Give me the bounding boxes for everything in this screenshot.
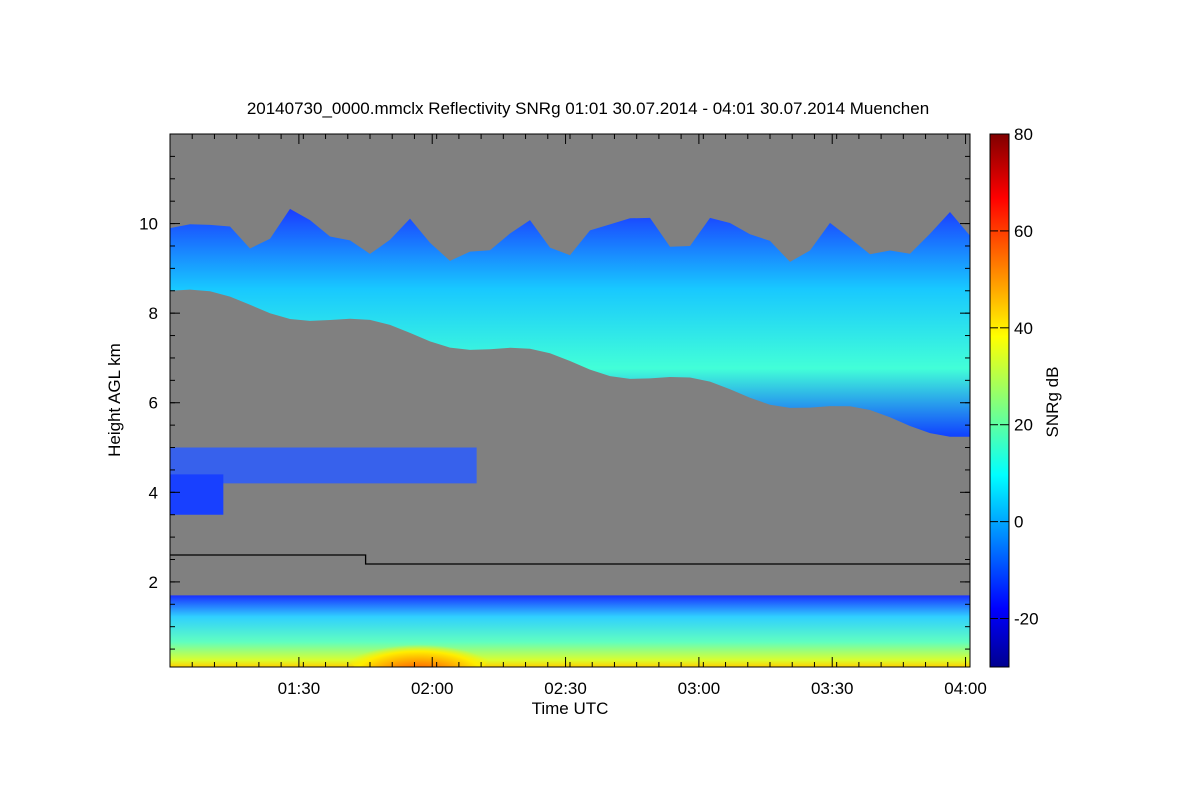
boundary-line	[170, 554, 970, 565]
x-tick-label: 03:00	[678, 679, 721, 698]
colorbar-tick-label: 40	[1014, 319, 1033, 338]
colorbar-label: SNRg dB	[1043, 367, 1062, 438]
x-tick-label: 03:30	[811, 679, 854, 698]
x-tick-label: 02:30	[544, 679, 587, 698]
colorbar-tick-label: 60	[1014, 222, 1033, 241]
y-tick-label: 4	[149, 483, 158, 502]
x-axis: 01:30 02:00 02:30 03:00 03:30 04:00	[169, 134, 987, 698]
y-axis: 2 4 6 8 10	[139, 155, 970, 650]
x-tick-label: 01:30	[278, 679, 321, 698]
upper-cloud-layer	[170, 208, 970, 437]
chart-title: 20140730_0000.mmclx Reflectivity SNRg 01…	[247, 99, 929, 118]
y-tick-label: 8	[149, 304, 158, 323]
colorbar-tick-label: 80	[1014, 125, 1033, 144]
colorbar	[989, 133, 1010, 668]
colorbar-tick-label: -20	[1014, 610, 1039, 629]
y-axis-label: Height AGL km	[105, 343, 124, 457]
y-tick-label: 10	[139, 215, 158, 234]
boundary-layer-echo	[170, 595, 970, 667]
mid-cloud-layer	[170, 447, 477, 484]
y-tick-label: 2	[149, 573, 158, 592]
colorbar-tick-label: 20	[1014, 416, 1033, 435]
intense-echo-core	[348, 627, 489, 667]
y-tick-label: 6	[149, 394, 158, 413]
colorbar-ticks: -20 0 20 40 60 80	[990, 125, 1039, 629]
colorbar-tick-label: 0	[1014, 513, 1023, 532]
x-tick-label: 04:00	[944, 679, 987, 698]
x-axis-label: Time UTC	[532, 699, 609, 718]
cloud-layers	[170, 208, 970, 667]
x-tick-label: 02:00	[411, 679, 454, 698]
low-left-cloud-layer	[170, 474, 224, 515]
